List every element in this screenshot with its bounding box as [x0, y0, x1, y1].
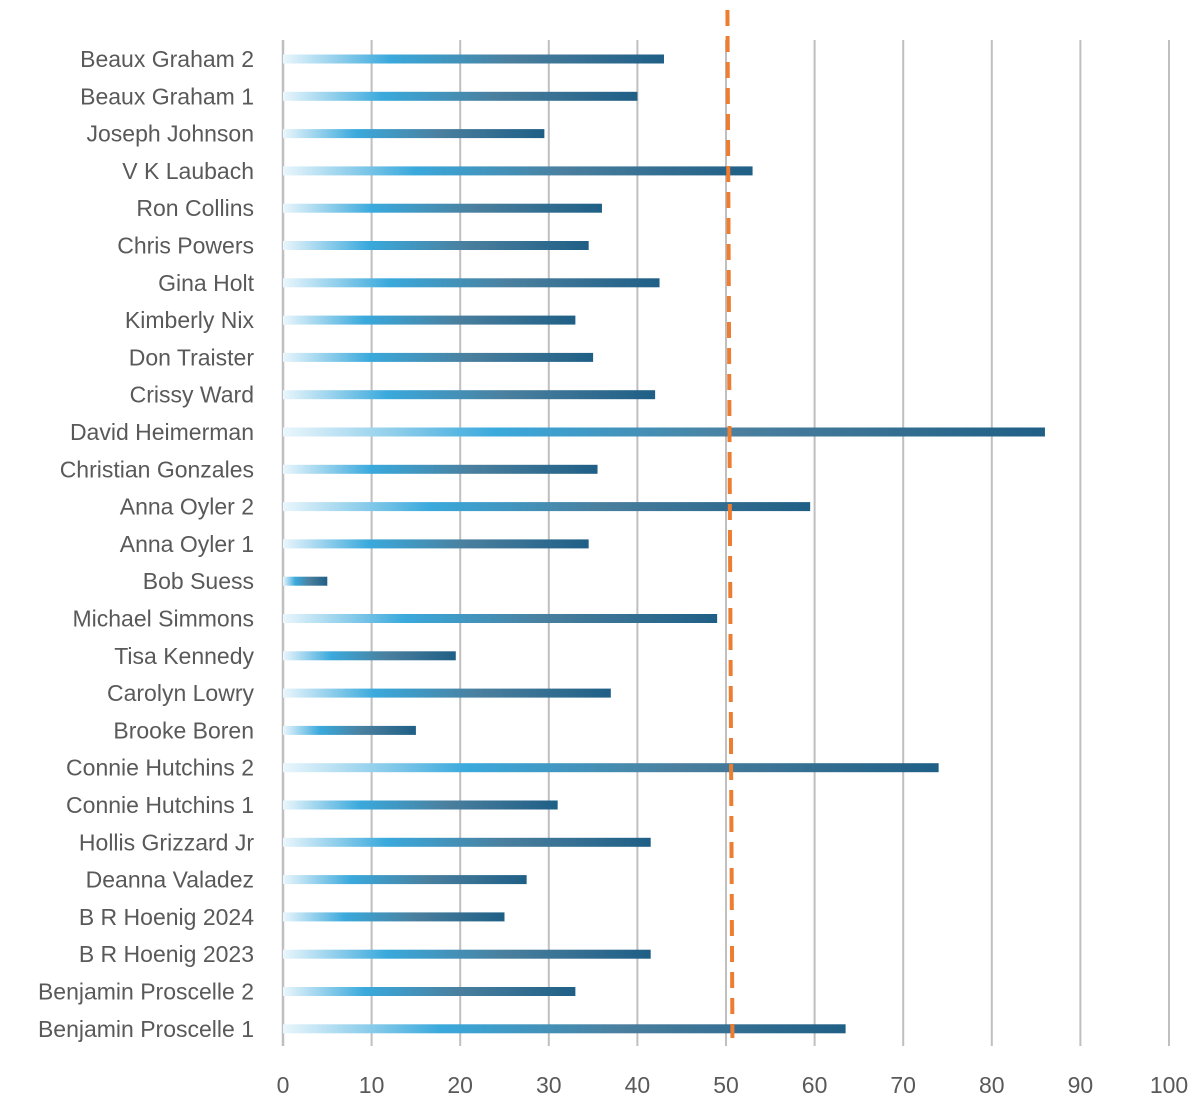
- category-label: Connie Hutchins 2: [66, 755, 254, 781]
- x-tick-label: 0: [277, 1072, 290, 1098]
- bar: [283, 166, 753, 176]
- bar: [283, 688, 611, 698]
- bar: [283, 54, 664, 64]
- bar: [283, 875, 527, 885]
- category-label: B R Hoenig 2023: [79, 941, 254, 967]
- category-label: Beaux Graham 1: [80, 83, 254, 109]
- category-label: Bob Suess: [143, 568, 254, 594]
- bar: [283, 464, 598, 474]
- bar: [283, 763, 939, 773]
- bar: [283, 390, 656, 400]
- category-label: Anna Oyler 2: [120, 494, 254, 520]
- bar: [283, 315, 576, 325]
- x-tick-label: 60: [802, 1072, 828, 1098]
- bar: [283, 725, 416, 735]
- category-label: Carolyn Lowry: [107, 680, 254, 706]
- bar: [283, 800, 558, 810]
- bar: [283, 1024, 846, 1034]
- reference-line-group: [725, 9, 735, 1039]
- category-label: V K Laubach: [122, 158, 254, 184]
- bar: [283, 949, 651, 959]
- x-tick-label: 10: [359, 1072, 385, 1098]
- category-label: Beaux Graham 2: [80, 46, 254, 72]
- bar: [283, 614, 718, 623]
- bar: [283, 576, 328, 586]
- category-label: Tisa Kennedy: [114, 643, 254, 669]
- x-tick-label: 40: [625, 1072, 651, 1098]
- category-label: Crissy Ward: [130, 382, 254, 408]
- x-tick-label: 80: [979, 1072, 1005, 1098]
- category-labels: Beaux Graham 2 Beaux Graham 1 Joseph Johns…: [38, 46, 255, 1042]
- bar: [283, 502, 811, 512]
- category-label: Christian Gonzales: [60, 456, 254, 482]
- category-label: Gina Holt: [158, 270, 254, 296]
- category-label: Benjamin Proscelle 2: [38, 979, 254, 1005]
- category-label: Joseph Johnson: [86, 121, 254, 147]
- category-label: Ron Collins: [136, 195, 254, 221]
- category-label: Anna Oyler 1: [120, 531, 254, 557]
- x-tick-label: 100: [1150, 1072, 1188, 1098]
- x-tick-label: 30: [536, 1072, 562, 1098]
- x-tick-label: 90: [1068, 1072, 1094, 1098]
- bar: [283, 129, 545, 139]
- category-label: Chris Powers: [117, 233, 254, 259]
- category-label: Hollis Grizzard Jr: [79, 829, 254, 855]
- category-label: Michael Simmons: [73, 606, 255, 632]
- bars: [283, 54, 1045, 1034]
- category-label: David Heimerman: [70, 419, 254, 445]
- category-label: Connie Hutchins 1: [66, 792, 254, 818]
- x-axis-tick-labels: 0 10 20 30 40 50 60 70 80 90 100: [277, 1072, 1189, 1098]
- bar: [283, 987, 576, 996]
- category-label: Don Traister: [129, 344, 255, 370]
- x-tick-label: 70: [890, 1072, 916, 1098]
- category-label: Kimberly Nix: [125, 307, 255, 333]
- bar: [283, 539, 589, 549]
- x-tick-label: 50: [713, 1072, 739, 1098]
- category-label: Deanna Valadez: [86, 867, 254, 893]
- x-tick-label: 20: [447, 1072, 473, 1098]
- bar: [283, 203, 602, 213]
- bar: [283, 278, 660, 288]
- bar: [283, 352, 594, 362]
- category-label: Benjamin Proscelle 1: [38, 1016, 254, 1042]
- reference-line: [725, 9, 735, 1039]
- bar: [283, 241, 589, 250]
- category-label: Brooke Boren: [113, 717, 254, 743]
- bar: [283, 427, 1045, 437]
- bar: [283, 912, 505, 922]
- bar: [283, 91, 638, 101]
- bar: [283, 651, 456, 661]
- bar: [283, 837, 651, 847]
- category-label: B R Hoenig 2024: [79, 904, 254, 930]
